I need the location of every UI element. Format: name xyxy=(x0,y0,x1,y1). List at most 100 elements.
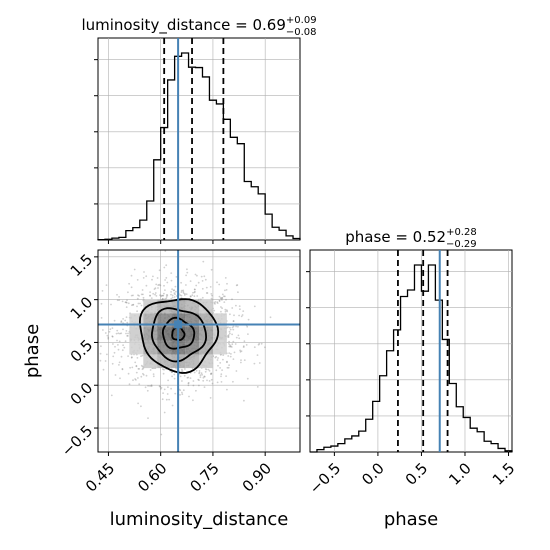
density-cell xyxy=(157,327,172,341)
sample-point xyxy=(115,332,118,335)
sample-point xyxy=(112,355,115,358)
sample-point xyxy=(239,351,242,353)
sample-point xyxy=(204,278,207,281)
sample-point xyxy=(181,380,183,382)
sample-point xyxy=(94,374,96,376)
sample-point xyxy=(207,368,210,371)
sample-point xyxy=(125,306,128,308)
sample-point xyxy=(264,346,266,349)
sample-point xyxy=(214,356,217,359)
sample-point xyxy=(154,292,157,294)
sample-point xyxy=(124,301,127,304)
sample-point xyxy=(192,291,194,294)
panel-frame xyxy=(97,37,301,241)
sample-point xyxy=(163,411,166,414)
sample-point xyxy=(189,295,192,298)
sample-point xyxy=(222,358,224,361)
sample-point xyxy=(179,389,182,392)
sample-point xyxy=(135,371,138,374)
sample-point xyxy=(232,328,235,331)
sample-point xyxy=(128,282,131,285)
sample-point xyxy=(226,361,228,364)
sample-point xyxy=(242,345,245,348)
sample-point xyxy=(232,325,235,328)
sample-point xyxy=(187,376,190,379)
sample-point xyxy=(163,388,166,391)
sample-point xyxy=(205,292,208,294)
x-ticks xyxy=(107,240,266,244)
sample-point xyxy=(125,301,127,304)
sample-point xyxy=(195,389,197,392)
sample-point xyxy=(220,310,222,313)
y-tick-label: 1.0 xyxy=(67,293,97,323)
sample-point xyxy=(100,345,102,348)
title-median: 0.52 xyxy=(413,228,446,246)
phase-vs-luminosity-distance-panel: 0.45 0.60 0.75 0.90 −0.5 0.0 0.5 1.0 1.5 lumino… xyxy=(22,249,301,530)
sample-point xyxy=(101,290,104,292)
sample-point xyxy=(155,295,158,297)
sample-point xyxy=(149,385,151,387)
sample-point xyxy=(181,391,183,394)
sample-point xyxy=(118,364,120,366)
sample-point xyxy=(199,374,202,377)
sample-point xyxy=(132,294,134,297)
sample-point xyxy=(121,349,124,352)
sample-point xyxy=(211,294,213,297)
sample-point xyxy=(182,389,185,392)
sample-point xyxy=(107,337,110,340)
sample-point xyxy=(220,375,222,378)
sample-point xyxy=(173,289,176,292)
sample-point xyxy=(135,365,138,367)
sample-point xyxy=(221,296,224,299)
luminosity-distance-title: luminosity_distance = 0.69+0.09 −0.08 xyxy=(81,15,316,38)
sample-point xyxy=(222,295,225,298)
sample-point xyxy=(210,378,213,381)
sample-point xyxy=(136,305,138,308)
sample-point xyxy=(210,373,212,376)
sample-point xyxy=(229,313,231,316)
sample-point xyxy=(218,295,221,298)
sample-point xyxy=(137,294,139,297)
sample-point xyxy=(225,289,228,291)
sample-point xyxy=(227,334,230,336)
sample-point xyxy=(125,330,128,332)
y-tick-label: −0.5 xyxy=(58,422,96,460)
sample-point xyxy=(137,402,140,405)
sample-point xyxy=(188,395,190,398)
sample-point xyxy=(142,296,145,299)
density-cell xyxy=(143,354,158,369)
sample-point xyxy=(113,319,116,322)
sample-point xyxy=(208,380,211,382)
contour-line xyxy=(150,307,208,363)
sample-point xyxy=(201,296,204,299)
sample-point xyxy=(120,321,123,323)
sample-point xyxy=(114,374,117,376)
contour-lines xyxy=(138,298,220,374)
sample-point xyxy=(145,284,148,287)
sample-point xyxy=(223,301,226,303)
sample-point xyxy=(182,290,185,293)
sample-point xyxy=(164,298,166,300)
sample-point xyxy=(242,346,245,348)
phase-histogram-line xyxy=(310,264,513,453)
sample-point xyxy=(143,271,145,273)
sample-point xyxy=(232,358,235,360)
sample-point xyxy=(229,345,232,348)
sample-point xyxy=(185,284,187,286)
sample-point xyxy=(256,386,259,388)
density-cell xyxy=(129,340,144,355)
sample-point xyxy=(237,334,240,337)
sample-point xyxy=(161,294,164,297)
sample-point xyxy=(179,394,181,396)
sample-point xyxy=(135,365,138,368)
sample-point xyxy=(225,298,227,301)
sample-point xyxy=(218,300,221,302)
sample-point xyxy=(116,293,118,296)
sample-point xyxy=(165,295,168,298)
sample-point xyxy=(221,299,223,301)
sample-point xyxy=(220,381,223,383)
sample-point xyxy=(138,368,141,370)
x-axis-label: phase xyxy=(384,509,438,530)
sample-point xyxy=(193,291,196,294)
sample-point xyxy=(147,385,150,387)
